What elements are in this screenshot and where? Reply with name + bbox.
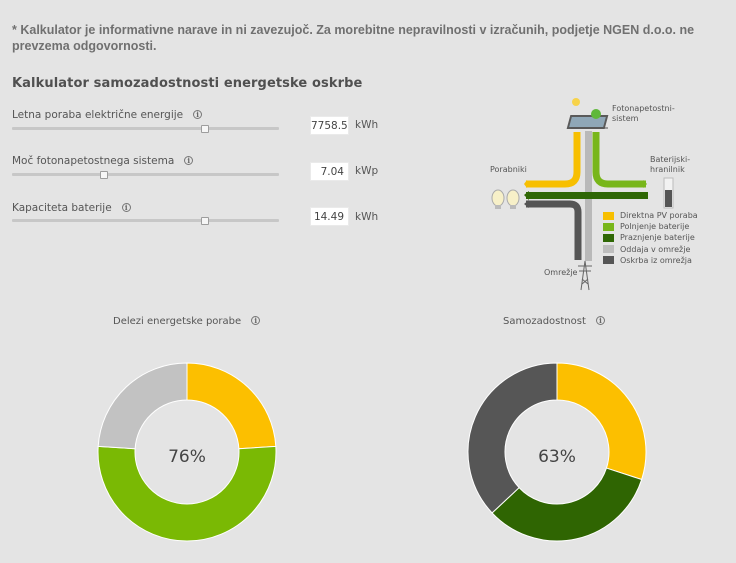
solar-panel-icon (566, 109, 609, 129)
consumption-unit: kWh (355, 119, 379, 131)
consumption-slider-thumb[interactable] (201, 125, 209, 133)
donut-slice-0[interactable] (556, 362, 647, 481)
flow-legend: Direktna PV poraba Polnjenje baterije Pr… (603, 210, 698, 266)
legend-item: Praznjenje baterije (603, 232, 698, 243)
battery-icon (663, 177, 674, 209)
battery-label-line2: hranilnik (650, 165, 685, 174)
battery-discharge-flow (526, 192, 648, 199)
legend-item: Oddaja v omrežje (603, 244, 698, 255)
energy-flow-diagram: Fotonapetostni-sistem Porabniki Baterijs… (490, 98, 690, 291)
info-icon[interactable]: i (121, 203, 131, 212)
battery-capacity-label-text: Kapaciteta baterije (12, 202, 112, 214)
pv-label-line1: Fotonapetostni- (612, 104, 675, 113)
legend-swatch (603, 233, 614, 242)
pv-power-unit: kWp (355, 165, 379, 177)
calculator-title: Kalkulator samozadostnosti energetske os… (12, 76, 363, 91)
pv-power-label-text: Moč fotonapetostnega sistema (12, 155, 175, 167)
consumption-share-donut: 76% (97, 362, 277, 542)
consumption-input[interactable]: 7758.5 (310, 116, 349, 135)
donut-slice-2[interactable] (97, 362, 188, 450)
consumption-label-text: Letna poraba električne energije (12, 109, 184, 121)
legend-label: Oddaja v omrežje (620, 244, 691, 254)
self-sufficiency-donut: 63% (467, 362, 647, 542)
legend-label: Polnjenje baterije (620, 222, 690, 232)
legend-label: Praznjenje baterije (620, 233, 695, 243)
legend-swatch (603, 222, 614, 231)
legend-label: Direktna PV poraba (620, 211, 698, 221)
info-icon[interactable]: i (184, 156, 194, 165)
direct-pv-flow (526, 132, 581, 188)
consumers-label: Porabniki (490, 165, 527, 174)
legend-item: Polnjenje baterije (603, 221, 698, 232)
pv-label-line2: sistem (612, 114, 639, 123)
info-icon[interactable]: i (193, 110, 203, 119)
self-sufficiency-title-text: Samozadostnost (503, 316, 586, 327)
disclaimer-text: * Kalkulator je informativne narave in n… (12, 23, 695, 53)
consumption-slider-track[interactable] (12, 127, 279, 130)
power-tower-icon (578, 260, 592, 291)
consumption-share-title-text: Delezi energetske porabe (113, 316, 242, 327)
grid-supply-flow (526, 200, 582, 260)
consumption-share-title: Delezi energetske porabe i (113, 316, 261, 327)
donut-center-label: 76% (168, 447, 206, 467)
battery-capacity-input[interactable]: 14.49 (310, 207, 349, 226)
battery-slider-thumb[interactable] (201, 217, 209, 225)
battery-slider-track[interactable] (12, 219, 279, 222)
grid-label: Omrežje (544, 268, 578, 277)
donut-center-label: 63% (538, 447, 576, 467)
lightbulb-icon (491, 189, 520, 209)
pv-power-label: Moč fotonapetostnega sistema i (12, 155, 194, 167)
pv-power-slider-track[interactable] (12, 173, 279, 176)
legend-item: Direktna PV poraba (603, 210, 698, 221)
legend-swatch (603, 245, 614, 254)
legend-swatch (603, 211, 614, 220)
battery-capacity-label: Kapaciteta baterije i (12, 202, 131, 214)
pv-power-input[interactable]: 7.04 (310, 162, 349, 181)
consumption-label: Letna poraba električne energije i (12, 109, 203, 121)
donut-slice-1[interactable] (97, 445, 277, 542)
legend-label: Oskrba iz omrežja (620, 255, 692, 265)
donut-slice-1[interactable] (491, 467, 643, 542)
battery-capacity-unit: kWh (355, 211, 379, 223)
donut-slice-0[interactable] (186, 362, 277, 450)
pv-label: Fotonapetostni-sistem (612, 104, 675, 123)
legend-swatch (603, 256, 614, 265)
self-sufficiency-title: Samozadostnost i (503, 316, 605, 327)
battery-label-line1: Baterijski- (650, 155, 690, 164)
info-icon[interactable]: i (595, 316, 605, 325)
sun-icon (572, 98, 580, 106)
pv-power-slider-thumb[interactable] (100, 171, 108, 179)
battery-label: Baterijski-hranilnik (650, 155, 690, 174)
legend-item: Oskrba iz omrežja (603, 255, 698, 266)
donut-slice-2[interactable] (467, 362, 558, 514)
battery-charge-flow (592, 132, 646, 188)
info-icon[interactable]: i (251, 316, 261, 325)
